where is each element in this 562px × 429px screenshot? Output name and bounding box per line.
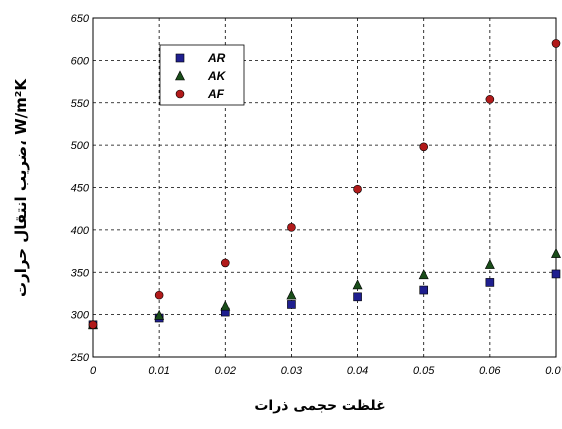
point-ak [154, 309, 165, 320]
axes [92, 17, 557, 358]
point-af [88, 320, 98, 330]
point-ar [353, 292, 362, 302]
tick-labels: 0 0.01 0.02 0.03 0.04 0.05 0.06 0.07 250 300 350 40… [70, 13, 562, 377]
x-tick-label: 0.04 [347, 365, 368, 377]
x-tick-label: 0.03 [281, 365, 303, 377]
point-ak [352, 279, 363, 290]
point-af [353, 184, 362, 194]
legend-marker-ak [175, 70, 185, 81]
y-tick-label: 300 [71, 310, 90, 322]
point-ak [418, 269, 429, 280]
point-af [154, 290, 164, 300]
legend: AR AK AF [159, 44, 245, 106]
legend-marker-af [175, 89, 185, 99]
y-tick-label: 500 [71, 140, 90, 152]
point-ak [286, 289, 297, 300]
point-af [419, 142, 429, 152]
y-tick-label: 400 [71, 225, 90, 237]
y-tick-label: 600 [71, 55, 90, 67]
point-af [551, 39, 561, 48]
data-marks [88, 39, 561, 330]
legend-box [159, 44, 245, 106]
point-ar [551, 269, 561, 279]
x-tick-label: 0.05 [413, 365, 435, 377]
y-axis-label: ضریب انتقال حرارت، W/m²K [12, 78, 30, 297]
x-axis-label: غلظت حجمی ذرات [254, 398, 385, 414]
legend-label-ak: AK [207, 69, 227, 83]
plot-frame [92, 17, 557, 358]
point-ak [551, 247, 561, 258]
x-tick-label: 0.06 [479, 365, 501, 377]
point-ar [485, 278, 495, 287]
point-af [485, 95, 495, 104]
y-tick-label: 650 [71, 13, 90, 25]
y-tick-label: 350 [71, 267, 90, 279]
point-af [287, 223, 296, 232]
legend-label-ar: AR [207, 51, 226, 65]
legend-label-af: AF [207, 87, 225, 101]
y-tick-label: 450 [71, 183, 90, 195]
point-ak [484, 258, 495, 269]
point-ar [287, 300, 296, 309]
x-tick-label: 0.07 [545, 365, 562, 377]
x-tick-label: 0.01 [148, 365, 169, 377]
point-ak [220, 300, 231, 311]
legend-marker-ar [175, 53, 185, 63]
x-tick-label: 0 [90, 365, 97, 377]
x-tick-label: 0.02 [215, 365, 236, 377]
point-af [220, 258, 230, 268]
point-ar [419, 285, 429, 295]
y-tick-label: 550 [71, 98, 90, 110]
y-tick-label: 250 [70, 352, 90, 364]
